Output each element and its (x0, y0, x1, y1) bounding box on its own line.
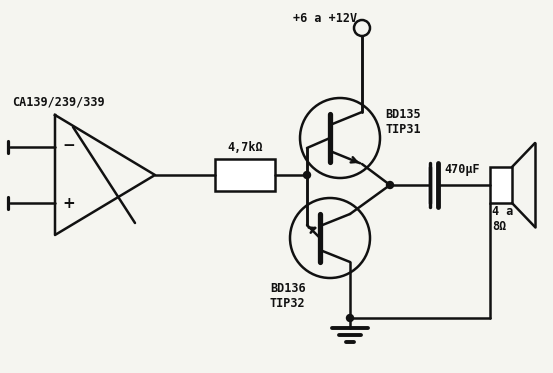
Text: CA139/239/339: CA139/239/339 (12, 95, 105, 109)
Text: BD135
TIP31: BD135 TIP31 (385, 108, 421, 136)
Text: +: + (62, 197, 75, 211)
Text: 4 a
8Ω: 4 a 8Ω (492, 205, 513, 233)
Text: 4,7kΩ: 4,7kΩ (227, 141, 263, 154)
Circle shape (387, 182, 394, 188)
Bar (215, 159, 275, 191)
Text: 470μF: 470μF (444, 163, 479, 176)
Circle shape (347, 314, 353, 322)
Bar (490, 167, 512, 203)
Text: −: − (62, 138, 75, 154)
Bar (427, 163, 433, 207)
Text: BD136
TIP32: BD136 TIP32 (270, 282, 306, 310)
Bar (435, 163, 441, 207)
Text: +6 a +12V: +6 a +12V (293, 12, 357, 25)
Circle shape (304, 172, 310, 179)
